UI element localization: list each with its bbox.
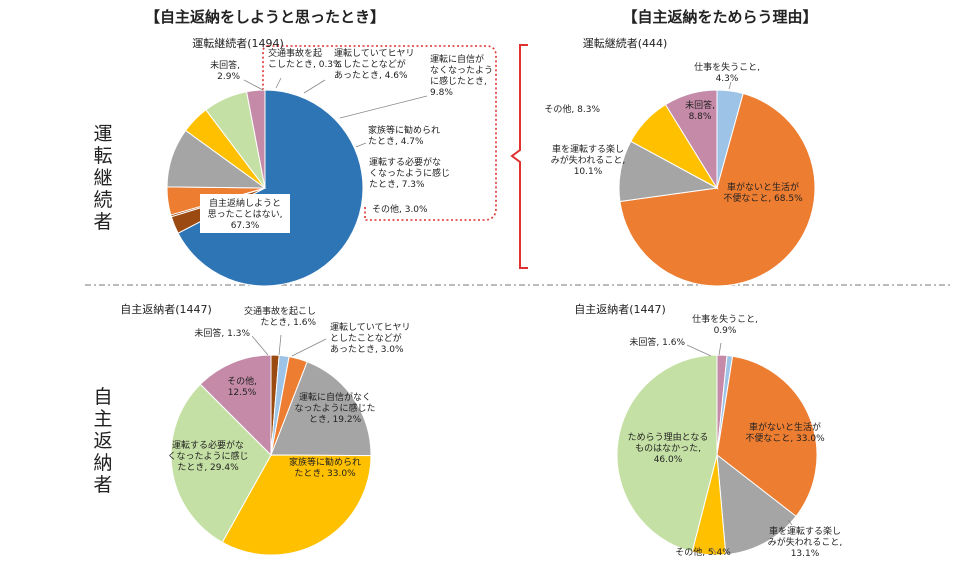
- pie-slice: [199, 354, 272, 457]
- label-box: [200, 194, 290, 233]
- pie-slice: [619, 92, 816, 287]
- pie-slice: [177, 89, 364, 287]
- row-header-char: 続: [93, 189, 112, 211]
- leader-line: [787, 519, 793, 526]
- leader-line: [728, 81, 732, 90]
- leader-line: [686, 344, 712, 357]
- data-label: 未回答, 1.6%: [629, 336, 685, 348]
- data-label: 車を運転する楽しみが失われること, 10.1%: [551, 143, 625, 177]
- leader-line: [275, 77, 282, 89]
- data-label: 交通事故を起こしたとき, 1.6%: [244, 305, 316, 328]
- pie-slice: [716, 355, 818, 517]
- row-header-char: 者: [93, 474, 112, 496]
- pie-chart-2: 仕事を失うこと, 4.3% 車がないと生活が不便なこと, 68.5% 車を運転する楽し…: [544, 61, 816, 287]
- row-header-top: 運転継続者: [93, 123, 112, 233]
- chart-4-title: 自主返納者(1447): [574, 303, 666, 316]
- data-label: 運転していてヒヤリとしたことなどがあったとき, 3.0%: [330, 322, 410, 355]
- row-header-char: 運: [93, 123, 112, 145]
- leader-line: [278, 334, 282, 356]
- pie-chart-3: 交通事故を起こしたとき, 1.6% 運転していてヒヤリとしたことなどがあったとき,…: [167, 305, 410, 556]
- data-label: 運転する必要がなくなったように感じたとき, 7.3%: [369, 156, 450, 190]
- chart-1-title: 運転継続者(1494): [192, 36, 284, 50]
- data-label: その他, 12.5%: [227, 375, 257, 398]
- data-label: 仕事を失うこと, 4.3%: [694, 61, 760, 84]
- data-label: 家族等に勧められたとき, 33.0%: [289, 456, 361, 479]
- leader-line: [243, 79, 264, 91]
- data-label: 未回答, 2.9%: [210, 59, 240, 82]
- data-label: 運転する必要がなくなったように感じたとき, 29.4%: [167, 439, 248, 473]
- data-label: 車がないと生活が不便なこと, 33.0%: [745, 421, 825, 444]
- pie-slice: [246, 89, 266, 189]
- pie-slice: [716, 453, 797, 556]
- row-header-char: 継: [93, 167, 112, 189]
- data-label: その他, 8.3%: [544, 103, 600, 115]
- pie-slice: [616, 354, 718, 553]
- bracket-connector: [510, 44, 528, 269]
- pie-slice: [221, 454, 372, 556]
- leader-line: [291, 338, 327, 357]
- leader-line: [355, 142, 367, 148]
- row-header-bottom: 自主返納者: [93, 386, 112, 496]
- data-label: 仕事を失うこと, 0.9%: [692, 313, 758, 336]
- leader-line: [339, 95, 428, 119]
- leader-line: [251, 335, 269, 356]
- data-label: 家族等に勧められたとき, 4.7%: [368, 124, 440, 147]
- data-label: 運転に自信がなくなったように感じたとき, 9.8%: [430, 53, 493, 98]
- data-label: 交通事故を起こしたとき, 0.3%: [268, 47, 342, 70]
- data-label: その他, 5.4%: [675, 546, 731, 558]
- data-label: 自主返納しようと思ったことはない, 67.3%: [208, 197, 283, 231]
- left-column-header: 【自主返納をしようと思ったとき】: [145, 8, 385, 26]
- subset-callout-box: [268, 45, 497, 221]
- pie-chart-4: 仕事を失うこと, 0.9% 車がないと生活が不便なこと, 33.0% 車を運転する楽し…: [616, 313, 842, 559]
- row-header-char: 者: [93, 211, 112, 233]
- data-label: ためらう理由となるものはなかった, 46.0%: [628, 431, 709, 465]
- row-header-char: 転: [93, 145, 112, 167]
- leader-line: [718, 342, 722, 356]
- data-label: その他, 3.0%: [372, 203, 428, 215]
- data-label: 車がないと生活が不便なこと, 68.5%: [723, 181, 803, 204]
- row-header-char: 返: [93, 430, 112, 452]
- subset-callout-edge: [262, 45, 269, 90]
- data-label: 未回答, 1.3%: [194, 327, 250, 339]
- data-label: 運転していてヒヤリとしたことなどがあったとき, 4.6%: [334, 48, 414, 81]
- leader-line: [711, 547, 717, 554]
- row-header-char: 主: [93, 408, 112, 430]
- chart-3-title: 自主返納者(1447): [120, 303, 212, 316]
- data-label: 運転に自信がなくなったように感じたとき, 19.2%: [294, 391, 375, 425]
- pie-chart-1: 自主返納しようと思ったことはない, 67.3%交通事故を起こしたとき, 0.3%運…: [166, 47, 493, 287]
- pie-slice: [270, 361, 372, 457]
- leader-line: [303, 79, 326, 94]
- pie-slice: [170, 383, 272, 544]
- chart-2-title: 運転継続者(444): [583, 36, 668, 50]
- data-label: 未回答, 8.8%: [685, 99, 715, 122]
- data-label: 車を運転する楽しみが失われること, 13.1%: [768, 525, 842, 559]
- right-column-header: 【自主返納をためらう理由】: [622, 8, 817, 26]
- pie-slice: [664, 89, 718, 190]
- row-header-char: 自: [93, 386, 112, 408]
- row-header-char: 納: [93, 452, 112, 474]
